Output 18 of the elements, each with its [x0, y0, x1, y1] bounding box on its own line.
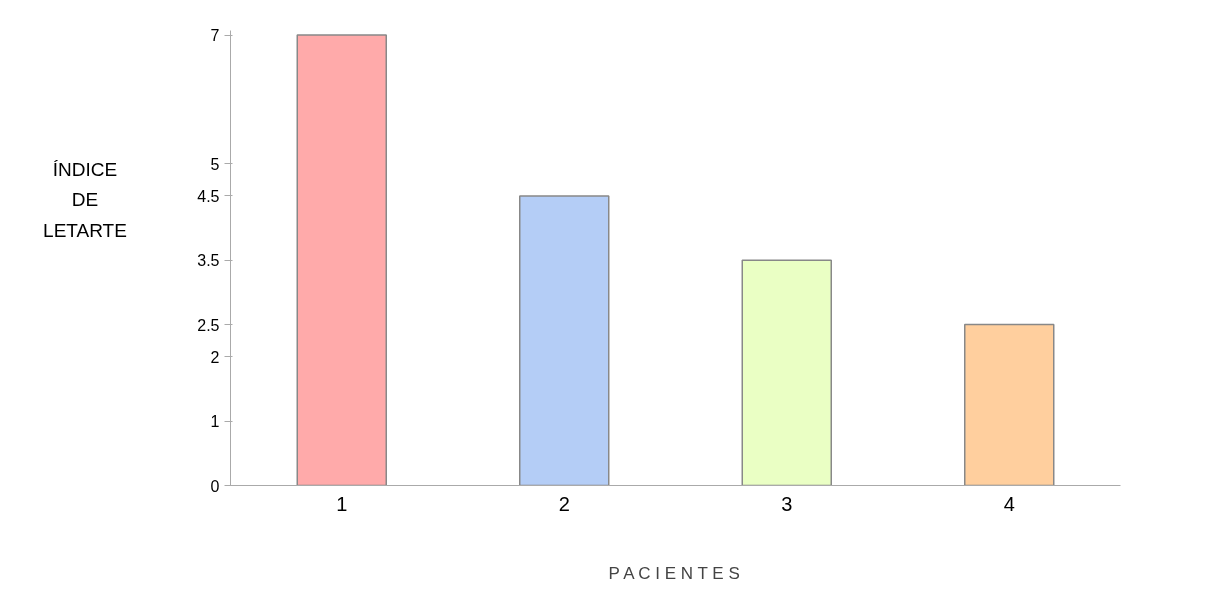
- x-axis-title: P A C I E N T E S: [608, 563, 740, 583]
- y-tick-label: 7: [210, 27, 220, 44]
- bar: [964, 323, 1055, 486]
- y-tick-label: 1: [210, 413, 220, 431]
- y-tick-label: 4.5: [197, 187, 220, 205]
- bar: [296, 34, 387, 486]
- y-tick-label: 5: [210, 155, 220, 173]
- y-tick-label: 2: [210, 348, 220, 366]
- x-tick-label: 3: [781, 492, 793, 515]
- x-tick-label: 4: [1003, 492, 1015, 515]
- x-tick-label: 2: [558, 492, 570, 515]
- x-tick-label: 1: [336, 492, 348, 515]
- bar: [519, 195, 610, 486]
- y-tick-label: 3.5: [197, 252, 220, 270]
- bar: [741, 259, 832, 486]
- y-tick-label: 2.5: [197, 316, 220, 334]
- y-tick-label: 0: [210, 477, 220, 495]
- y-axis-title: ÍNDICE DE LETARTE: [43, 158, 127, 243]
